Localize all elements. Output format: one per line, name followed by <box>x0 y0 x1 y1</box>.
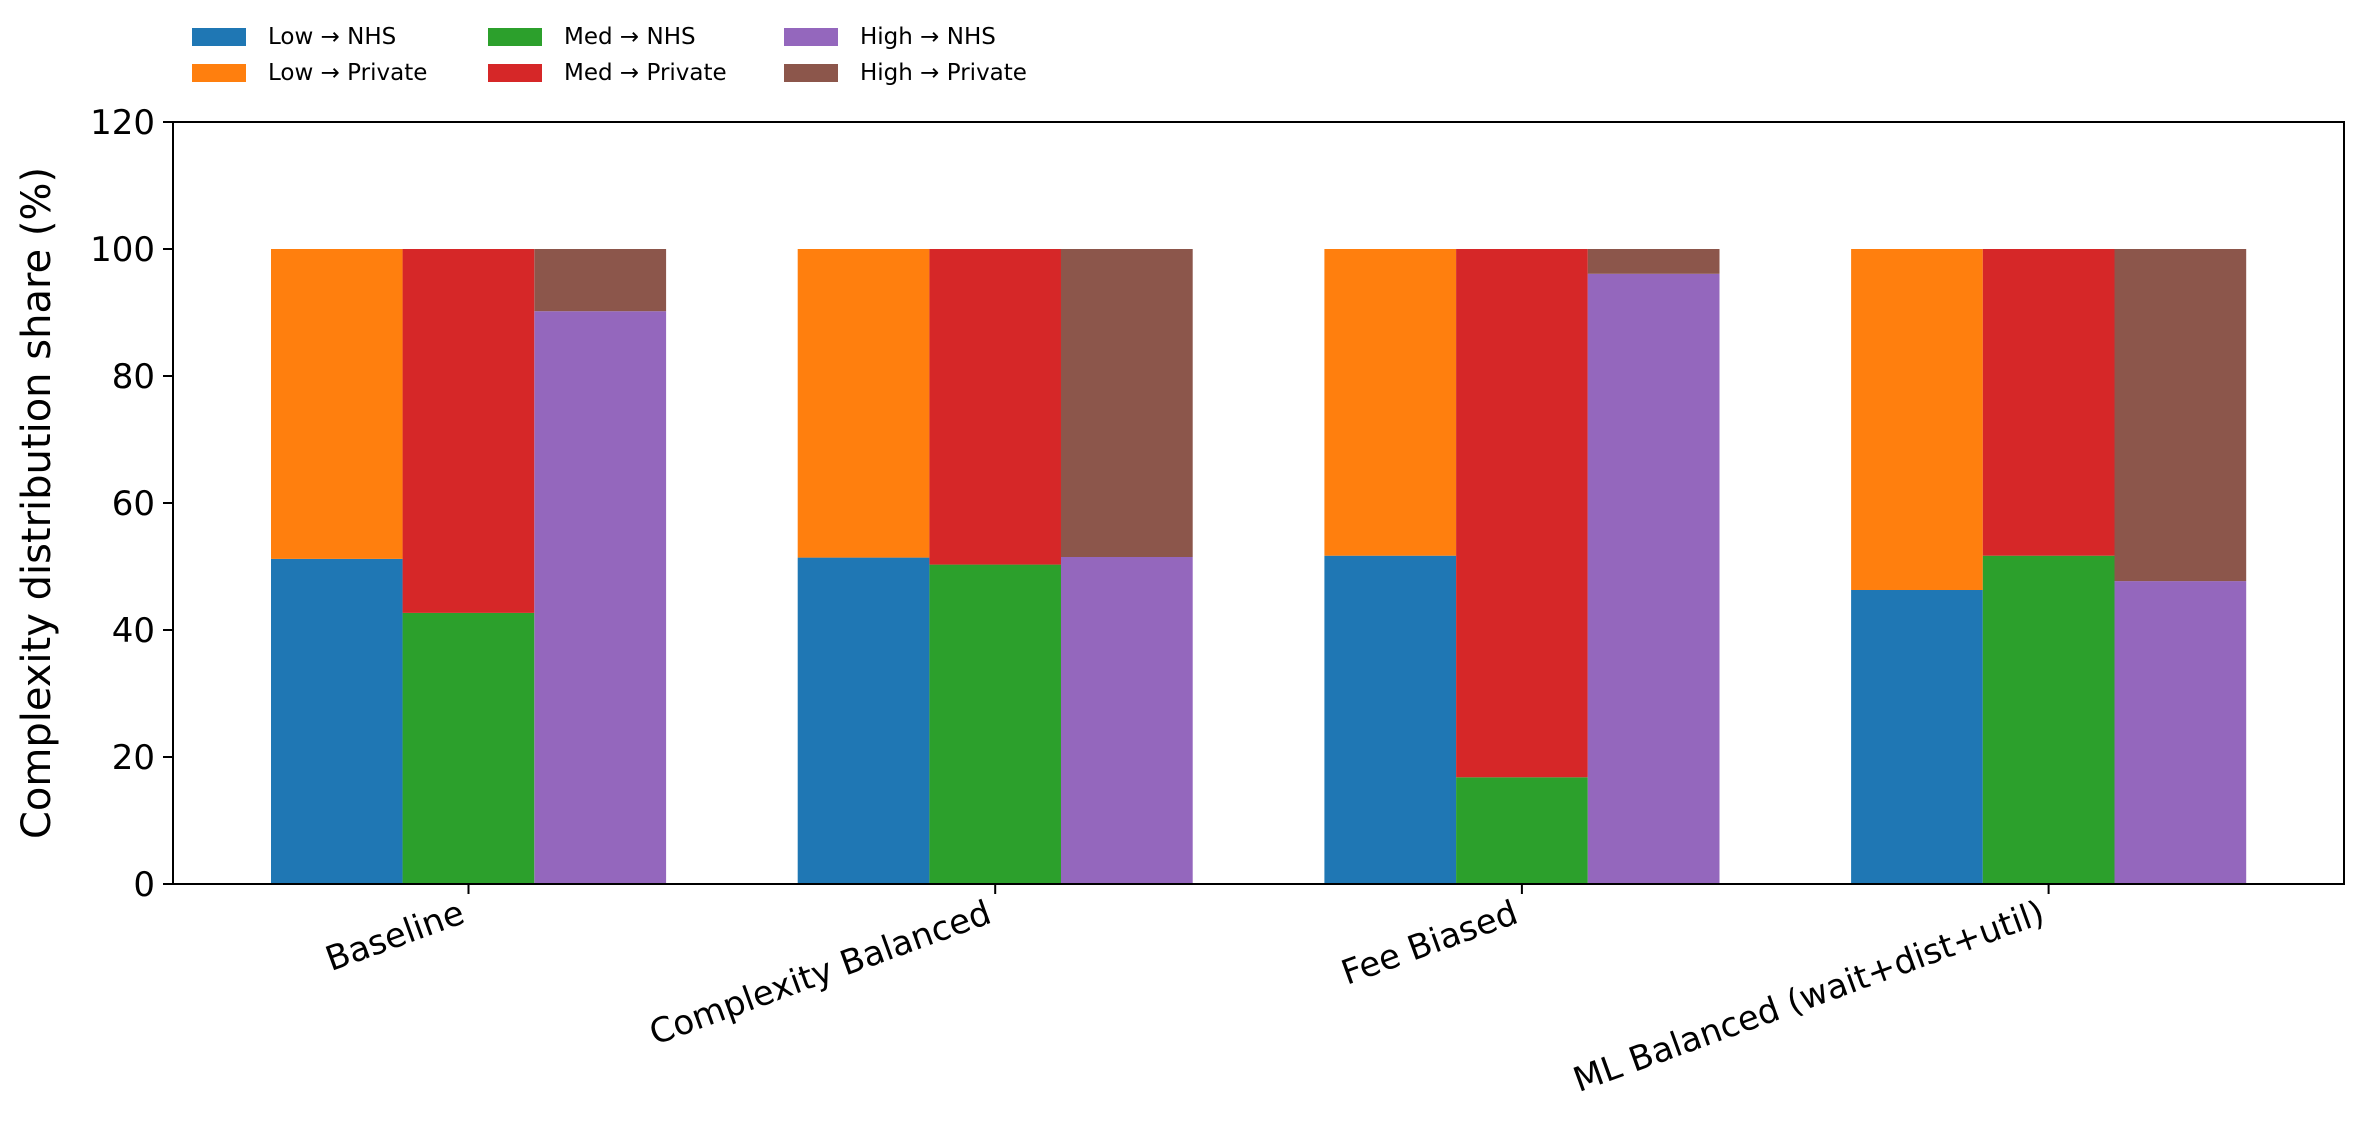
y-tick-label: 100 <box>90 230 155 270</box>
y-tick-label: 0 <box>133 865 155 905</box>
bar-med-private-3 <box>1456 249 1588 778</box>
bar-low-private-2 <box>797 249 930 558</box>
legend-item-med-private: Med → Private <box>488 58 727 88</box>
legend-label-high-nhs: High → NHS <box>860 24 996 50</box>
legend-item-high-nhs: High → NHS <box>784 22 996 52</box>
legend-swatch-low-private <box>192 64 246 82</box>
x-tick-label: Fee Biased <box>1336 893 1523 994</box>
bar-med-private-1 <box>402 249 535 613</box>
bar-high-private-4 <box>2114 249 2247 582</box>
legend-swatch-med-private <box>488 64 542 82</box>
y-axis-label: Complexity distribution share (%) <box>14 167 60 839</box>
bar-med-nhs-4 <box>1982 555 2115 884</box>
bar-low-private-1 <box>271 249 403 559</box>
legend-label-med-private: Med → Private <box>564 60 727 86</box>
bar-med-nhs-2 <box>929 564 1062 884</box>
x-tick-label: Baseline <box>320 893 469 980</box>
chart-legend: Low → NHS Low → Private Med → NHS Med → … <box>192 22 1092 92</box>
legend-label-high-private: High → Private <box>860 60 1027 86</box>
y-tick-label: 120 <box>90 103 155 143</box>
bar-low-nhs-3 <box>1324 555 1457 884</box>
y-tick-label: 60 <box>112 484 155 524</box>
legend-swatch-high-private <box>784 64 838 82</box>
bar-low-private-3 <box>1324 249 1457 556</box>
bar-low-nhs-1 <box>271 558 403 884</box>
bar-low-nhs-4 <box>1851 590 1983 884</box>
legend-item-med-nhs: Med → NHS <box>488 22 696 52</box>
legend-item-low-private: Low → Private <box>192 58 427 88</box>
y-axis: 0 20 40 60 80 100 120 <box>90 103 173 905</box>
bar-high-nhs-3 <box>1587 273 1720 884</box>
legend-label-low-private: Low → Private <box>268 60 428 86</box>
bar-low-nhs-2 <box>797 557 930 884</box>
bar-high-private-3 <box>1587 249 1720 274</box>
bar-high-nhs-4 <box>2114 581 2247 884</box>
bar-high-nhs-1 <box>534 311 667 884</box>
legend-label-low-nhs: Low → NHS <box>268 24 397 50</box>
bars-layer <box>271 249 2247 884</box>
bar-med-nhs-3 <box>1456 777 1588 884</box>
legend-item-high-private: High → Private <box>784 58 1027 88</box>
y-tick-label: 40 <box>112 611 155 651</box>
x-tick-label: ML Balanced (wait+dist+util) <box>1568 893 2050 1101</box>
bar-high-nhs-2 <box>1061 557 1193 884</box>
legend-swatch-med-nhs <box>488 28 542 46</box>
bar-high-private-2 <box>1061 249 1193 557</box>
bar-high-private-1 <box>534 249 667 312</box>
bar-med-private-4 <box>1982 249 2115 556</box>
bar-low-private-4 <box>1851 249 1983 590</box>
legend-swatch-high-nhs <box>784 28 838 46</box>
legend-label-med-nhs: Med → NHS <box>564 24 696 50</box>
bar-med-nhs-1 <box>402 612 535 884</box>
bar-med-private-2 <box>929 249 1062 565</box>
y-tick-label: 20 <box>112 738 155 778</box>
x-axis: Baseline Complexity Balanced Fee Biased ML … <box>320 884 2050 1101</box>
legend-item-low-nhs: Low → NHS <box>192 22 396 52</box>
legend-swatch-low-nhs <box>192 28 246 46</box>
x-tick-label: Complexity Balanced <box>644 893 996 1054</box>
y-tick-label: 80 <box>112 357 155 397</box>
